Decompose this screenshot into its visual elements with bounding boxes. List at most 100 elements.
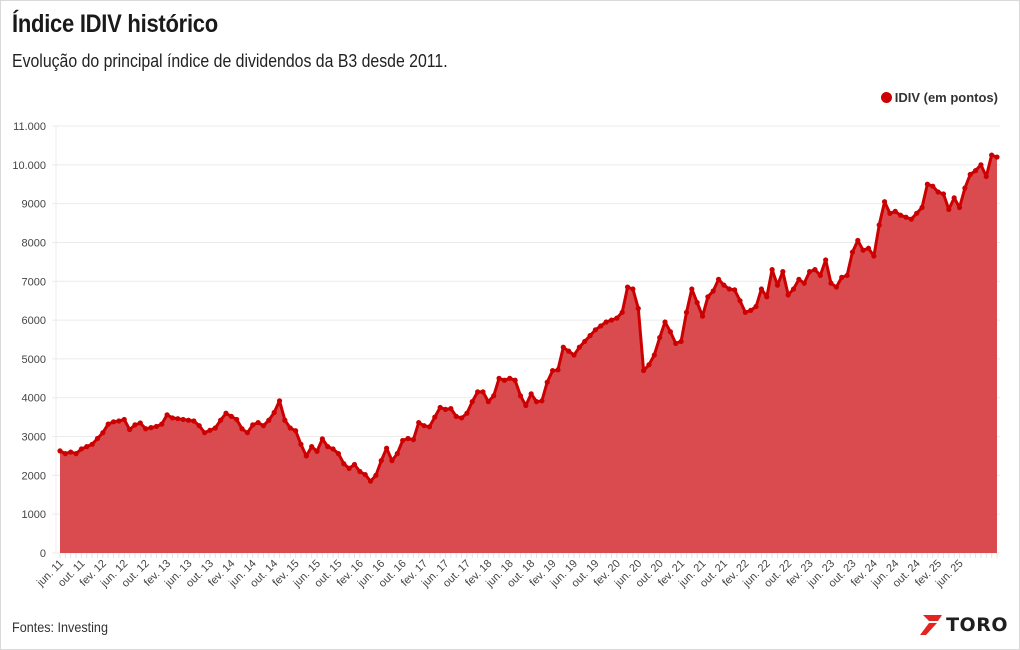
data-point[interactable] xyxy=(924,181,930,187)
data-point[interactable] xyxy=(84,444,90,450)
data-point[interactable] xyxy=(442,406,449,412)
data-point[interactable] xyxy=(367,478,374,484)
data-point[interactable] xyxy=(871,253,877,259)
data-point[interactable] xyxy=(764,294,770,300)
data-point[interactable] xyxy=(175,416,181,422)
data-point[interactable] xyxy=(994,154,1000,160)
data-point[interactable] xyxy=(898,212,904,218)
data-point[interactable] xyxy=(892,208,898,214)
data-point[interactable] xyxy=(817,272,823,279)
data-point[interactable] xyxy=(930,183,936,189)
data-point[interactable] xyxy=(951,195,957,201)
data-point[interactable] xyxy=(753,303,759,310)
data-point[interactable] xyxy=(469,399,475,405)
data-point[interactable] xyxy=(667,329,673,335)
data-point[interactable] xyxy=(833,284,839,290)
data-point[interactable] xyxy=(121,416,127,423)
data-point[interactable] xyxy=(678,338,684,345)
data-point[interactable] xyxy=(528,391,534,397)
data-point[interactable] xyxy=(346,465,352,471)
data-point[interactable] xyxy=(801,280,807,286)
data-point[interactable] xyxy=(201,430,208,436)
data-point[interactable] xyxy=(855,237,861,244)
data-point[interactable] xyxy=(641,367,647,374)
data-point[interactable] xyxy=(426,424,433,430)
data-point[interactable] xyxy=(662,319,668,325)
data-point[interactable] xyxy=(255,419,261,426)
data-point[interactable] xyxy=(116,418,122,424)
data-point[interactable] xyxy=(533,399,540,405)
data-point[interactable] xyxy=(185,417,192,423)
data-point[interactable] xyxy=(309,444,315,450)
data-point[interactable] xyxy=(73,451,79,457)
data-point[interactable] xyxy=(571,352,577,358)
data-point[interactable] xyxy=(62,451,68,457)
data-point[interactable] xyxy=(903,214,909,220)
data-point[interactable] xyxy=(137,420,143,426)
data-point[interactable] xyxy=(978,162,984,168)
data-point[interactable] xyxy=(94,435,101,442)
data-point[interactable] xyxy=(780,268,786,275)
data-point[interactable] xyxy=(619,309,625,315)
data-point[interactable] xyxy=(475,389,481,395)
data-point[interactable] xyxy=(507,375,513,381)
data-point[interactable] xyxy=(148,425,154,431)
data-point[interactable] xyxy=(298,441,304,447)
data-point[interactable] xyxy=(464,410,470,416)
data-point[interactable] xyxy=(389,458,395,464)
data-point[interactable] xyxy=(566,348,572,354)
data-point[interactable] xyxy=(774,282,781,288)
data-point[interactable] xyxy=(785,292,791,298)
data-point[interactable] xyxy=(491,393,497,399)
data-point[interactable] xyxy=(453,413,459,419)
data-point[interactable] xyxy=(576,344,582,350)
data-point[interactable] xyxy=(962,185,968,191)
data-point[interactable] xyxy=(624,284,631,290)
data-point[interactable] xyxy=(758,286,765,292)
data-point[interactable] xyxy=(972,168,979,174)
data-point[interactable] xyxy=(373,472,379,478)
data-point[interactable] xyxy=(105,421,111,427)
data-point[interactable] xyxy=(234,416,240,423)
data-point[interactable] xyxy=(196,423,202,429)
data-point[interactable] xyxy=(276,398,283,404)
data-point[interactable] xyxy=(250,422,256,428)
data-point[interactable] xyxy=(732,287,738,293)
data-point[interactable] xyxy=(646,362,652,368)
data-point[interactable] xyxy=(266,417,272,423)
data-point[interactable] xyxy=(287,425,293,431)
data-point[interactable] xyxy=(223,410,229,416)
data-point[interactable] xyxy=(100,430,106,436)
data-point[interactable] xyxy=(153,423,159,430)
data-point[interactable] xyxy=(651,352,657,358)
data-point[interactable] xyxy=(271,409,277,416)
data-point[interactable] xyxy=(721,282,727,288)
data-point[interactable] xyxy=(630,286,636,292)
data-point[interactable] xyxy=(587,333,593,339)
data-point[interactable] xyxy=(292,428,299,434)
data-point[interactable] xyxy=(967,171,973,178)
data-point[interactable] xyxy=(341,461,347,467)
data-point[interactable] xyxy=(940,191,947,197)
data-point[interactable] xyxy=(458,415,465,421)
data-point[interactable] xyxy=(159,421,165,427)
data-point[interactable] xyxy=(169,415,176,421)
data-point[interactable] xyxy=(689,286,695,292)
data-point[interactable] xyxy=(421,423,427,429)
data-point[interactable] xyxy=(592,327,599,333)
legend[interactable]: IDIV (em pontos) xyxy=(880,90,998,105)
data-point[interactable] xyxy=(908,216,914,222)
data-point[interactable] xyxy=(378,458,384,464)
data-point[interactable] xyxy=(357,468,363,475)
data-point[interactable] xyxy=(742,309,748,315)
data-point[interactable] xyxy=(839,274,845,280)
data-point[interactable] xyxy=(673,340,679,346)
data-point[interactable] xyxy=(212,425,218,431)
data-point[interactable] xyxy=(582,338,588,345)
data-point[interactable] xyxy=(844,272,850,279)
data-point[interactable] xyxy=(710,288,716,294)
data-point[interactable] xyxy=(57,448,63,454)
data-point[interactable] xyxy=(394,451,400,457)
data-point[interactable] xyxy=(812,267,818,273)
data-point[interactable] xyxy=(860,247,866,253)
